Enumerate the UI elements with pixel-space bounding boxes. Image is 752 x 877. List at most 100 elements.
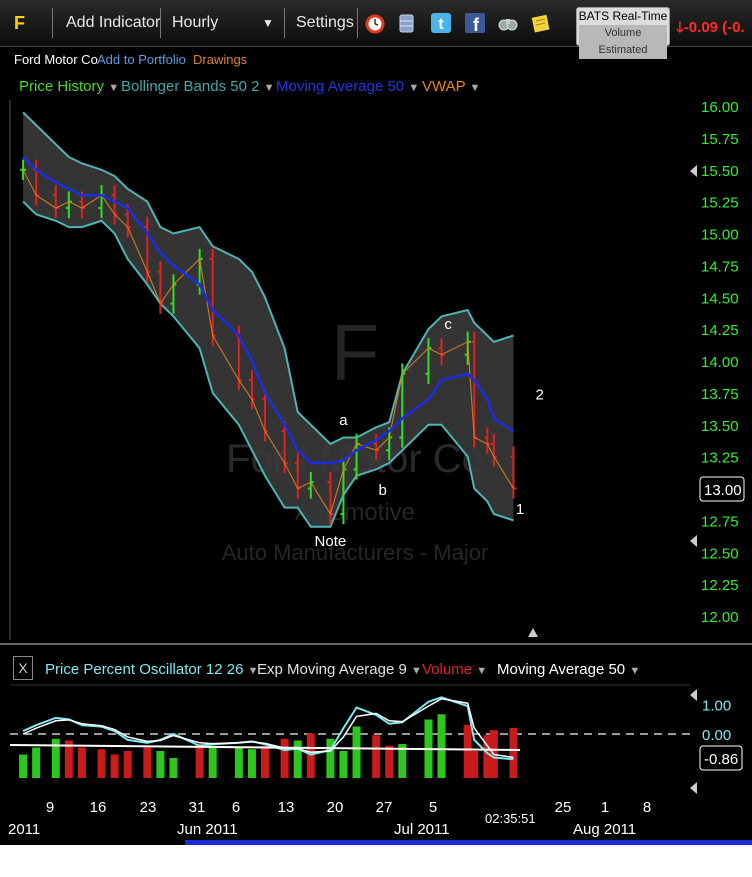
- interval-select[interactable]: Hourly: [172, 14, 219, 31]
- legend-ema[interactable]: Exp Moving Average 9 ▼: [257, 659, 422, 681]
- toolbar-divider: [52, 8, 53, 38]
- bollinger-upper-line: [22, 111, 514, 446]
- chevron-down-icon[interactable]: ▼: [262, 16, 274, 30]
- volume-bar: [306, 733, 315, 778]
- legend-bollinger[interactable]: Bollinger Bands 50 2 ▼: [121, 76, 275, 98]
- legend-label: Volume: [422, 661, 473, 678]
- data-feed-badge[interactable]: BATS Real-Time Volume Estimated: [576, 7, 670, 59]
- scale-marker-icon[interactable]: [690, 535, 697, 547]
- toolbar-divider: [160, 8, 161, 38]
- volume-bar: [208, 745, 217, 778]
- month-label: 2011: [8, 821, 40, 838]
- price-tick-label: 15.75: [701, 131, 739, 148]
- legend-ppo[interactable]: Price Percent Oscillator 12 26 ▼: [45, 659, 258, 681]
- chevron-down-icon[interactable]: ▼: [629, 665, 641, 677]
- settings-button[interactable]: Settings: [296, 14, 354, 31]
- legend-price-history[interactable]: Price History ▼: [19, 76, 119, 98]
- volume-bar: [463, 724, 472, 778]
- moving-average-line: [22, 156, 515, 465]
- osc-value-label: -0.86: [704, 751, 738, 768]
- scrollbar-thumb[interactable]: [185, 840, 752, 845]
- price-tick-label: 12.00: [701, 609, 739, 626]
- binoculars-icon[interactable]: [497, 12, 519, 34]
- annotation-2: 2: [535, 386, 543, 403]
- price-tick-label: 15.00: [701, 227, 739, 244]
- legend-ma[interactable]: Moving Average 50 ▼: [497, 659, 640, 681]
- scale-marker-icon[interactable]: [690, 165, 697, 177]
- price-tick-label: 12.75: [701, 513, 739, 530]
- volume-bar: [437, 714, 446, 778]
- legend-vwap[interactable]: VWAP ▼: [422, 76, 480, 98]
- price-tick-label: 13.75: [701, 386, 739, 403]
- month-label: Aug 2011: [573, 821, 636, 838]
- volume-bar: [51, 738, 60, 778]
- price-tick-label: 12.25: [701, 577, 739, 594]
- chevron-down-icon[interactable]: ▼: [476, 665, 488, 677]
- legend-label: Moving Average 50: [276, 78, 405, 95]
- scale-marker-icon[interactable]: [690, 689, 697, 701]
- price-tick-label: 15.25: [701, 195, 739, 212]
- price-tick-label: 14.50: [701, 290, 739, 307]
- annotation-1: 1: [516, 501, 524, 518]
- price-chart[interactable]: FFord Motor CoAutomotiveAuto Manufacture…: [0, 0, 752, 845]
- bollinger-lower-line: [22, 200, 514, 528]
- add-indicator-button[interactable]: Add Indicator: [66, 14, 161, 31]
- drawings-link[interactable]: Drawings: [193, 52, 248, 67]
- price-axis: 16.00 15.75 15.50 15.25 15.00 14.75 14.50 14.25…: [528, 99, 745, 794]
- legend-label: Moving Average 50: [497, 661, 626, 678]
- chevron-down-icon[interactable]: ▼: [263, 82, 275, 94]
- moving-average: [22, 156, 515, 465]
- last-price-label: 13.00: [704, 482, 742, 499]
- price-tick-label: 16.00: [701, 99, 739, 116]
- day-tick-label: 5: [429, 799, 437, 816]
- osc-value-badge: [699, 745, 743, 771]
- add-to-portfolio-link[interactable]: Add to Portfolio: [97, 52, 186, 67]
- price-tick-label: 13.50: [701, 418, 739, 435]
- last-price-badge: [699, 476, 745, 502]
- chevron-down-icon[interactable]: ▼: [408, 82, 420, 94]
- chevron-down-icon[interactable]: ▼: [411, 665, 422, 677]
- volume-bar: [110, 754, 119, 778]
- volume-bar: [97, 749, 106, 778]
- scale-marker-icon[interactable]: [690, 782, 697, 794]
- chevron-down-icon[interactable]: ▼: [108, 82, 120, 94]
- volume-bar: [77, 747, 86, 778]
- price-tick-label: 12.50: [701, 545, 739, 562]
- database-icon[interactable]: [396, 12, 418, 34]
- price-tick-label: 14.75: [701, 258, 739, 275]
- close-panel-button[interactable]: X: [13, 656, 33, 680]
- month-label: Jul 2011: [394, 821, 450, 838]
- volume-bar: [398, 744, 407, 778]
- volume-bar: [293, 740, 302, 778]
- volume-bar: [234, 747, 243, 778]
- symbol-input[interactable]: F: [14, 13, 25, 33]
- price-change-value: -0.09 (-0.: [683, 19, 745, 36]
- day-tick-label: 20: [327, 799, 344, 816]
- chevron-down-icon[interactable]: ▼: [247, 665, 259, 677]
- price-line: [22, 169, 514, 516]
- day-tick-label: 8: [643, 799, 651, 816]
- volume-bar: [143, 747, 152, 778]
- annotation-c: c: [444, 316, 452, 333]
- twitter-icon[interactable]: t: [430, 12, 452, 34]
- legend-label: VWAP: [422, 78, 466, 95]
- note-icon[interactable]: [530, 12, 552, 34]
- price-tick-label: 14.00: [701, 354, 739, 371]
- scroll-up-icon[interactable]: [528, 628, 538, 637]
- chart-app: F Add Indicator Hourly ▼ Settings t f: [0, 0, 752, 845]
- day-tick-label: 6: [232, 799, 240, 816]
- oscillator-panel: 1.00 0.00 -0.86: [9, 696, 743, 778]
- timestamp-label: 02:35:51: [485, 811, 536, 826]
- price-tick-label: 14.25: [701, 322, 739, 339]
- annotation-b: b: [379, 482, 387, 499]
- alarm-clock-icon[interactable]: [364, 12, 386, 34]
- legend-moving-average[interactable]: Moving Average 50 ▼: [276, 76, 419, 98]
- chevron-down-icon[interactable]: ▼: [469, 82, 481, 94]
- watermark-symbol: F: [331, 308, 380, 397]
- svg-text:t: t: [438, 16, 444, 33]
- toolbar-divider: [357, 8, 358, 38]
- legend-label: Exp Moving Average 9: [257, 661, 407, 678]
- annotations: a b c Note 2 1: [315, 316, 544, 550]
- legend-volume[interactable]: Volume ▼: [422, 659, 487, 681]
- facebook-icon[interactable]: f: [464, 12, 486, 34]
